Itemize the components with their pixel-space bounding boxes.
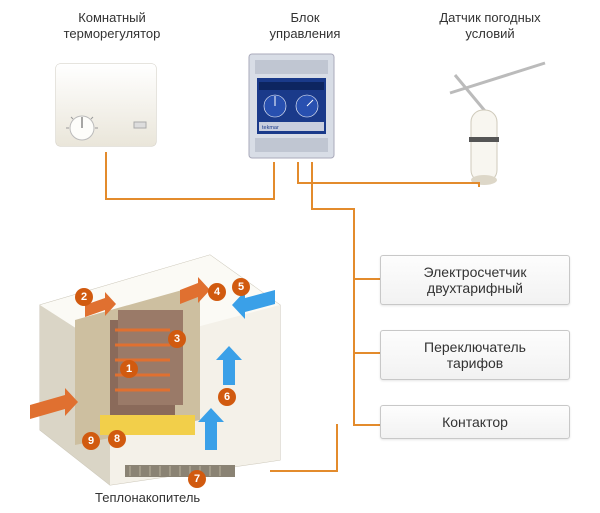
box-meter: Электросчетчикдвухтарифный [380,255,570,305]
wire-thermostat-right [105,198,275,200]
wire-to-contactor [353,424,380,426]
wire-weather-down [478,182,480,187]
control-unit-device: tekmar [245,52,340,162]
diagram-canvas: Комнатныйтерморегулятор Блокуправления Д… [0,0,600,513]
wire-to-tariff [353,352,380,354]
thermostat-device [52,60,162,152]
marker-1: 1 [120,360,138,378]
wire-control-down1 [273,162,275,200]
marker-3: 3 [168,330,186,348]
wire-control-right [297,182,480,184]
marker-9: 9 [82,432,100,450]
marker-5: 5 [232,278,250,296]
marker-6: 6 [218,388,236,406]
wire-to-meter [353,278,380,280]
wire-heater-out-v [336,424,338,472]
wire-control-down3 [311,162,313,210]
label-heat-storage: Теплонакопитель [95,490,200,505]
marker-4: 4 [208,283,226,301]
box-tariff-switch: Переключательтарифов [380,330,570,380]
label-weather-sensor: Датчик погодныхусловий [415,10,565,41]
wire-to-boxes-v [353,208,355,426]
label-control-unit: Блокуправления [250,10,360,41]
svg-text:tekmar: tekmar [262,125,279,131]
marker-8: 8 [108,430,126,448]
weather-sensor-device [445,55,555,190]
marker-2: 2 [75,288,93,306]
wire-thermostat-down [105,152,107,200]
wire-to-boxes-h [311,208,355,210]
marker-7: 7 [188,470,206,488]
label-thermostat: Комнатныйтерморегулятор [42,10,182,41]
box-contactor: Контактор [380,405,570,439]
heat-storage-device [30,250,300,490]
wire-control-down2 [297,162,299,184]
